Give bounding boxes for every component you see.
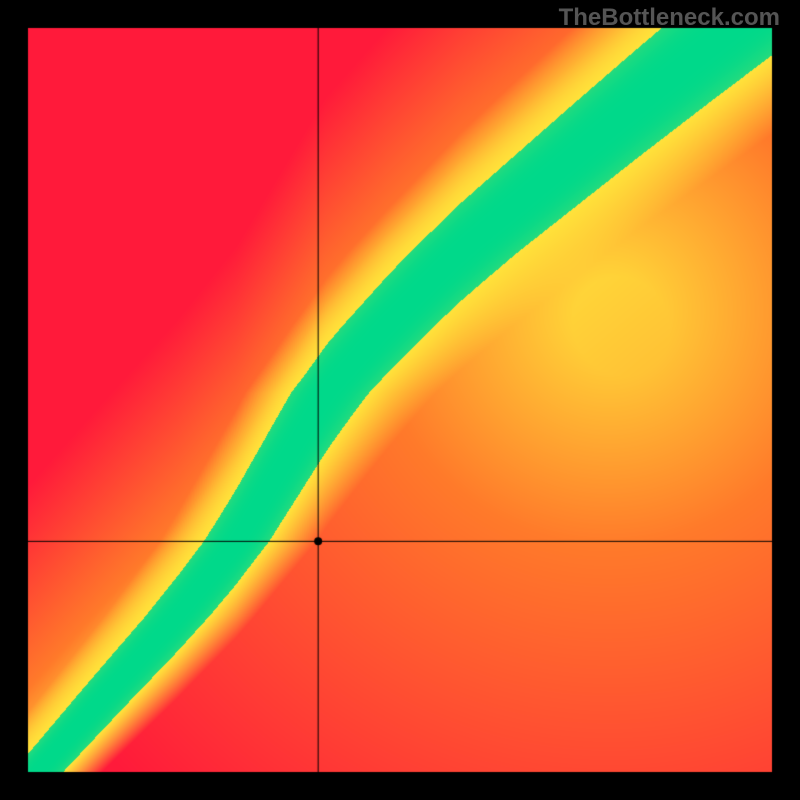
bottleneck-heatmap	[0, 0, 800, 800]
watermark-text: TheBottleneck.com	[559, 4, 780, 32]
